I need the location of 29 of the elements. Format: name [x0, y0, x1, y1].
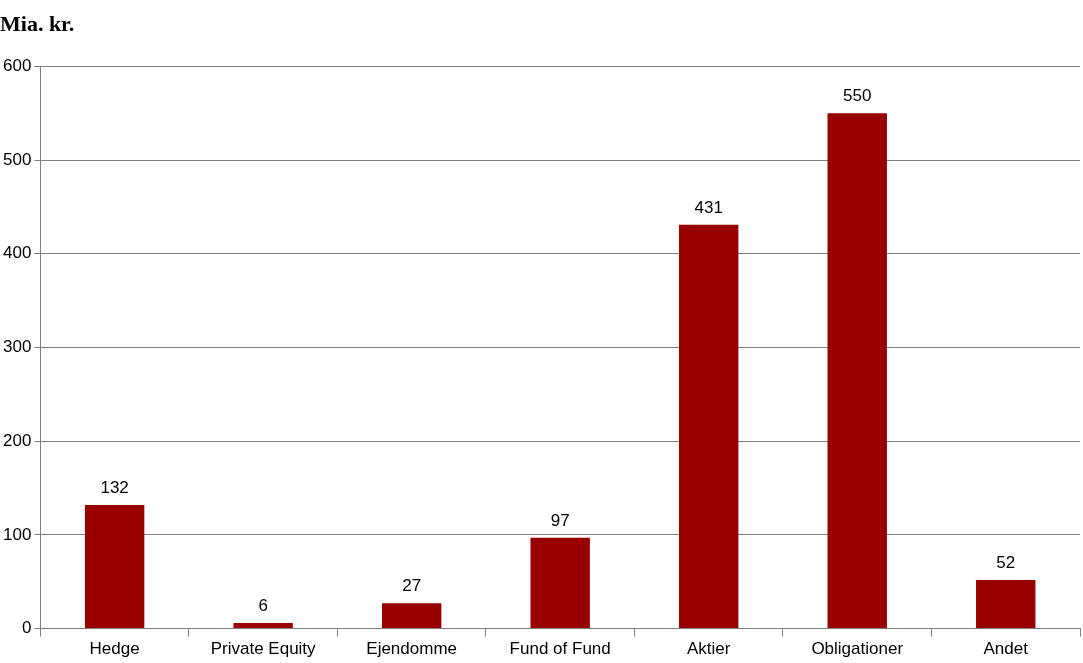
x-tick-label: Fund of Fund — [509, 639, 611, 659]
data-label: 27 — [402, 576, 422, 596]
data-label: 550 — [843, 86, 872, 106]
x-tick-label: Obligationer — [811, 639, 904, 659]
data-label: 6 — [258, 596, 268, 616]
bar — [976, 579, 1036, 629]
x-tick-label: Aktier — [686, 639, 731, 659]
chart-title: Mia. kr. — [0, 10, 75, 36]
data-label: 431 — [694, 197, 723, 217]
x-tick-label: Andet — [983, 639, 1029, 659]
x-tick-label: Hedge — [89, 639, 140, 659]
y-tick-label: 500 — [2, 149, 32, 169]
data-label: 52 — [996, 553, 1016, 573]
bar — [530, 537, 590, 629]
bar — [679, 224, 739, 629]
data-label: 97 — [550, 510, 570, 530]
bar — [233, 622, 293, 629]
x-tick-label: Ejendomme — [366, 639, 458, 659]
y-tick-label: 300 — [2, 337, 32, 357]
bar — [381, 603, 442, 629]
y-tick-label: 0 — [21, 618, 32, 638]
y-tick-label: 100 — [2, 524, 32, 544]
bar — [827, 113, 887, 629]
x-tick-label: Private Equity — [210, 639, 317, 659]
y-tick-label: 200 — [2, 430, 32, 450]
y-tick-label: 400 — [2, 243, 32, 263]
bar — [84, 504, 145, 629]
data-label: 132 — [100, 478, 129, 498]
y-tick-label: 600 — [2, 56, 32, 76]
